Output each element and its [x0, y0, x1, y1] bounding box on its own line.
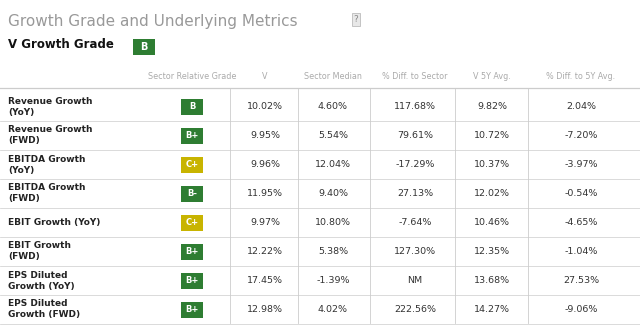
Text: 12.35%: 12.35% [474, 247, 510, 256]
Text: ?: ? [354, 15, 358, 24]
Text: -0.54%: -0.54% [564, 189, 598, 198]
Text: (FWD): (FWD) [8, 195, 40, 203]
Text: 79.61%: 79.61% [397, 131, 433, 140]
Text: B+: B+ [186, 247, 198, 256]
Text: -7.64%: -7.64% [398, 218, 432, 227]
Text: B+: B+ [186, 305, 198, 314]
Text: 222.56%: 222.56% [394, 305, 436, 314]
Text: C+: C+ [186, 218, 198, 227]
FancyBboxPatch shape [181, 272, 203, 288]
Text: EBITDA Growth: EBITDA Growth [8, 184, 86, 193]
FancyBboxPatch shape [181, 302, 203, 318]
Text: -3.97%: -3.97% [564, 160, 598, 169]
Text: 12.98%: 12.98% [247, 305, 283, 314]
Text: 27.53%: 27.53% [563, 276, 599, 285]
Text: EPS Diluted: EPS Diluted [8, 270, 67, 279]
Text: EBITDA Growth: EBITDA Growth [8, 154, 86, 163]
Text: Revenue Growth: Revenue Growth [8, 126, 93, 134]
Text: 17.45%: 17.45% [247, 276, 283, 285]
Text: B: B [140, 42, 148, 52]
Text: Growth (YoY): Growth (YoY) [8, 281, 75, 290]
Text: 10.72%: 10.72% [474, 131, 510, 140]
Text: 5.38%: 5.38% [318, 247, 348, 256]
Text: 14.27%: 14.27% [474, 305, 510, 314]
Text: 12.04%: 12.04% [315, 160, 351, 169]
Text: 9.40%: 9.40% [318, 189, 348, 198]
Text: -9.06%: -9.06% [564, 305, 598, 314]
Text: 4.02%: 4.02% [318, 305, 348, 314]
Text: 27.13%: 27.13% [397, 189, 433, 198]
Text: Sector Median: Sector Median [304, 72, 362, 81]
Text: 127.30%: 127.30% [394, 247, 436, 256]
Text: (YoY): (YoY) [8, 165, 35, 175]
Text: (FWD): (FWD) [8, 136, 40, 145]
Text: EBIT Growth (YoY): EBIT Growth (YoY) [8, 218, 100, 227]
Text: B-: B- [187, 189, 197, 198]
Text: 10.37%: 10.37% [474, 160, 510, 169]
Text: V Growth Grade: V Growth Grade [8, 38, 114, 51]
Text: 4.60%: 4.60% [318, 102, 348, 111]
Text: B+: B+ [186, 131, 198, 140]
Text: -4.65%: -4.65% [564, 218, 598, 227]
Text: B: B [189, 102, 195, 111]
Text: 9.97%: 9.97% [250, 218, 280, 227]
Text: V 5Y Avg.: V 5Y Avg. [473, 72, 511, 81]
Text: -17.29%: -17.29% [396, 160, 435, 169]
Text: EBIT Growth: EBIT Growth [8, 242, 71, 251]
FancyBboxPatch shape [181, 214, 203, 230]
Text: (YoY): (YoY) [8, 108, 35, 117]
Text: 9.96%: 9.96% [250, 160, 280, 169]
Text: 5.54%: 5.54% [318, 131, 348, 140]
Text: Growth (FWD): Growth (FWD) [8, 311, 80, 320]
Text: Revenue Growth: Revenue Growth [8, 96, 93, 106]
Text: B+: B+ [186, 276, 198, 285]
Text: V: V [262, 72, 268, 81]
Text: % Diff. to 5Y Avg.: % Diff. to 5Y Avg. [547, 72, 616, 81]
Text: Growth Grade and Underlying Metrics: Growth Grade and Underlying Metrics [8, 14, 298, 29]
Text: 9.95%: 9.95% [250, 131, 280, 140]
Text: 10.02%: 10.02% [247, 102, 283, 111]
FancyBboxPatch shape [181, 98, 203, 115]
Text: -7.20%: -7.20% [564, 131, 598, 140]
Text: 9.82%: 9.82% [477, 102, 507, 111]
Text: EPS Diluted: EPS Diluted [8, 299, 67, 309]
Text: C+: C+ [186, 160, 198, 169]
Text: -1.04%: -1.04% [564, 247, 598, 256]
Text: 12.22%: 12.22% [247, 247, 283, 256]
Text: 11.95%: 11.95% [247, 189, 283, 198]
FancyBboxPatch shape [181, 244, 203, 260]
Text: 117.68%: 117.68% [394, 102, 436, 111]
Text: Sector Relative Grade: Sector Relative Grade [148, 72, 236, 81]
FancyBboxPatch shape [133, 39, 155, 55]
Text: % Diff. to Sector: % Diff. to Sector [382, 72, 448, 81]
Text: 10.80%: 10.80% [315, 218, 351, 227]
FancyBboxPatch shape [181, 128, 203, 143]
FancyBboxPatch shape [181, 186, 203, 201]
Text: -1.39%: -1.39% [316, 276, 349, 285]
Text: NM: NM [408, 276, 422, 285]
Text: 2.04%: 2.04% [566, 102, 596, 111]
Text: 10.46%: 10.46% [474, 218, 510, 227]
Text: 12.02%: 12.02% [474, 189, 510, 198]
FancyBboxPatch shape [181, 156, 203, 173]
Text: 13.68%: 13.68% [474, 276, 510, 285]
Text: (FWD): (FWD) [8, 253, 40, 262]
